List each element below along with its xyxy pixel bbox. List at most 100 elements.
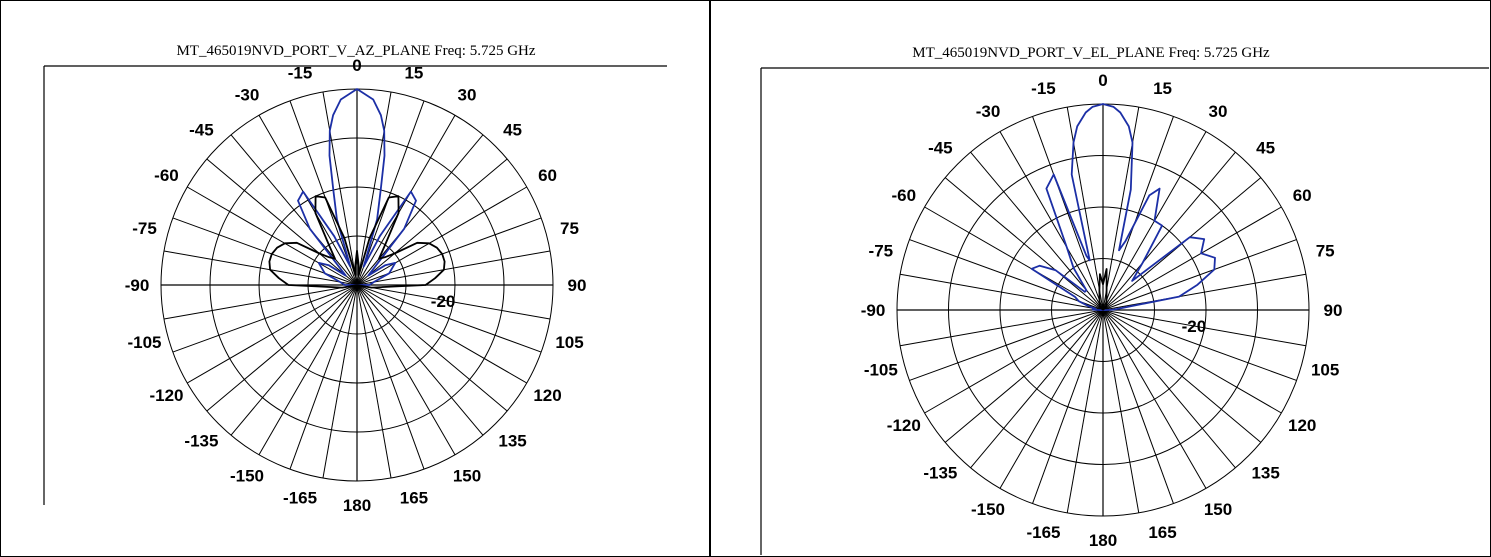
polar-spoke <box>163 250 358 286</box>
angle-tick-label: 165 <box>400 489 428 508</box>
angle-tick-label: -60 <box>154 166 179 185</box>
radial-scale-label: -20 <box>1182 317 1207 336</box>
chart-title: MT_465019NVD_PORT_V_AZ_PLANE Freq: 5.725… <box>176 43 535 59</box>
angle-tick-label: -30 <box>235 85 260 104</box>
polar-spoke <box>970 151 1104 311</box>
polar-spoke <box>356 100 425 286</box>
polar-spoke <box>289 284 358 470</box>
angle-tick-label: 150 <box>453 467 481 486</box>
angle-tick-label: 105 <box>1311 361 1339 380</box>
angle-tick-label: -75 <box>132 219 157 238</box>
angle-tick-label: -105 <box>864 361 898 380</box>
polar-spoke <box>322 91 358 286</box>
series-trace-black <box>1098 268 1108 311</box>
angle-tick-label: 150 <box>1204 500 1232 519</box>
panel-divider <box>709 0 711 557</box>
polar-spoke <box>1102 309 1174 504</box>
polar-spoke <box>356 284 542 353</box>
series-trace-blue <box>1030 103 1216 311</box>
angle-tick-label: -120 <box>149 386 183 405</box>
polar-spoke <box>1102 116 1174 311</box>
angle-tick-label: -60 <box>892 186 917 205</box>
angle-tick-label: -75 <box>869 241 894 260</box>
radial-scale-label: -20 <box>431 292 456 311</box>
polar-spoke <box>206 158 358 286</box>
polar-spoke <box>1032 116 1104 311</box>
polar-spoke <box>356 186 527 286</box>
polar-spoke <box>1102 309 1282 414</box>
polar-spoke <box>1102 151 1236 311</box>
angle-tick-label: 30 <box>1209 102 1228 121</box>
polar-spoke <box>924 309 1104 414</box>
polar-spoke <box>356 284 484 436</box>
polar-spoke <box>1102 239 1297 311</box>
angle-tick-label: -165 <box>1026 523 1060 542</box>
angle-tick-label: -45 <box>189 120 214 139</box>
polar-spoke <box>187 186 358 286</box>
angle-tick-label: -165 <box>283 489 317 508</box>
angle-tick-label: 75 <box>560 219 579 238</box>
angle-tick-label: 135 <box>1251 464 1279 483</box>
polar-spoke <box>356 284 392 479</box>
polar-spoke <box>356 284 527 384</box>
angle-tick-label: 90 <box>568 276 587 295</box>
polar-spoke <box>1102 206 1282 311</box>
angle-tick-label: 165 <box>1148 523 1176 542</box>
polar-spoke <box>1102 309 1140 513</box>
polar-spoke <box>356 134 484 286</box>
polar-spoke <box>1102 309 1207 489</box>
polar-spoke <box>999 131 1104 311</box>
angle-tick-label: -135 <box>184 432 218 451</box>
polar-spoke <box>356 284 425 470</box>
polar-spoke <box>900 273 1104 311</box>
angle-tick-label: 60 <box>1293 186 1312 205</box>
polar-spoke <box>356 91 392 286</box>
angle-tick-label: -45 <box>928 138 953 157</box>
polar-spoke <box>1066 309 1104 513</box>
polar-spoke <box>909 239 1104 311</box>
series-trace-black <box>268 195 446 289</box>
polar-spoke <box>356 250 551 286</box>
polar-spoke <box>1102 309 1306 347</box>
polar-spoke <box>999 309 1104 489</box>
polar-chart-el-svg: MT_465019NVD_PORT_V_EL_PLANE Freq: 5.725… <box>760 45 1489 555</box>
polar-spoke <box>944 309 1104 443</box>
polar-spoke <box>356 158 508 286</box>
series-trace-blue <box>297 88 417 286</box>
angle-tick-label: 75 <box>1316 241 1335 260</box>
polar-spoke <box>909 309 1104 381</box>
polar-spoke <box>230 134 358 286</box>
polar-spoke <box>1032 309 1104 504</box>
polar-spoke <box>206 284 358 412</box>
polar-spoke <box>900 309 1104 347</box>
polar-spoke <box>163 284 358 320</box>
angle-tick-label: 120 <box>1288 416 1316 435</box>
angle-tick-label: -135 <box>923 464 957 483</box>
polar-spoke <box>322 284 358 479</box>
polar-chart-az-svg: MT_465019NVD_PORT_V_AZ_PLANE Freq: 5.725… <box>43 43 667 515</box>
polar-spoke <box>1102 309 1262 443</box>
chart-title: MT_465019NVD_PORT_V_EL_PLANE Freq: 5.725… <box>912 45 1270 61</box>
polar-spoke <box>172 284 358 353</box>
polar-spoke <box>944 177 1104 311</box>
angle-tick-label: 180 <box>1089 531 1117 550</box>
angle-tick-label: 15 <box>1153 79 1172 98</box>
angle-tick-label: -90 <box>125 276 150 295</box>
polar-spoke <box>970 309 1104 469</box>
polar-spoke <box>1102 273 1306 311</box>
angle-tick-label: 0 <box>1098 71 1107 90</box>
angle-tick-label: 45 <box>503 120 522 139</box>
angle-tick-label: 60 <box>538 166 557 185</box>
polar-spoke <box>289 100 358 286</box>
angle-tick-label: 45 <box>1256 138 1275 157</box>
angle-tick-label: -120 <box>887 416 921 435</box>
angle-tick-label: 135 <box>498 432 526 451</box>
angle-tick-label: -15 <box>288 63 313 82</box>
angle-tick-label: 105 <box>555 333 583 352</box>
angle-tick-label: 0 <box>352 56 361 75</box>
angle-tick-label: -30 <box>976 102 1001 121</box>
polar-spoke <box>187 284 358 384</box>
polar-spoke <box>1102 309 1297 381</box>
angle-tick-label: -90 <box>861 301 886 320</box>
angle-tick-label: -15 <box>1031 79 1056 98</box>
